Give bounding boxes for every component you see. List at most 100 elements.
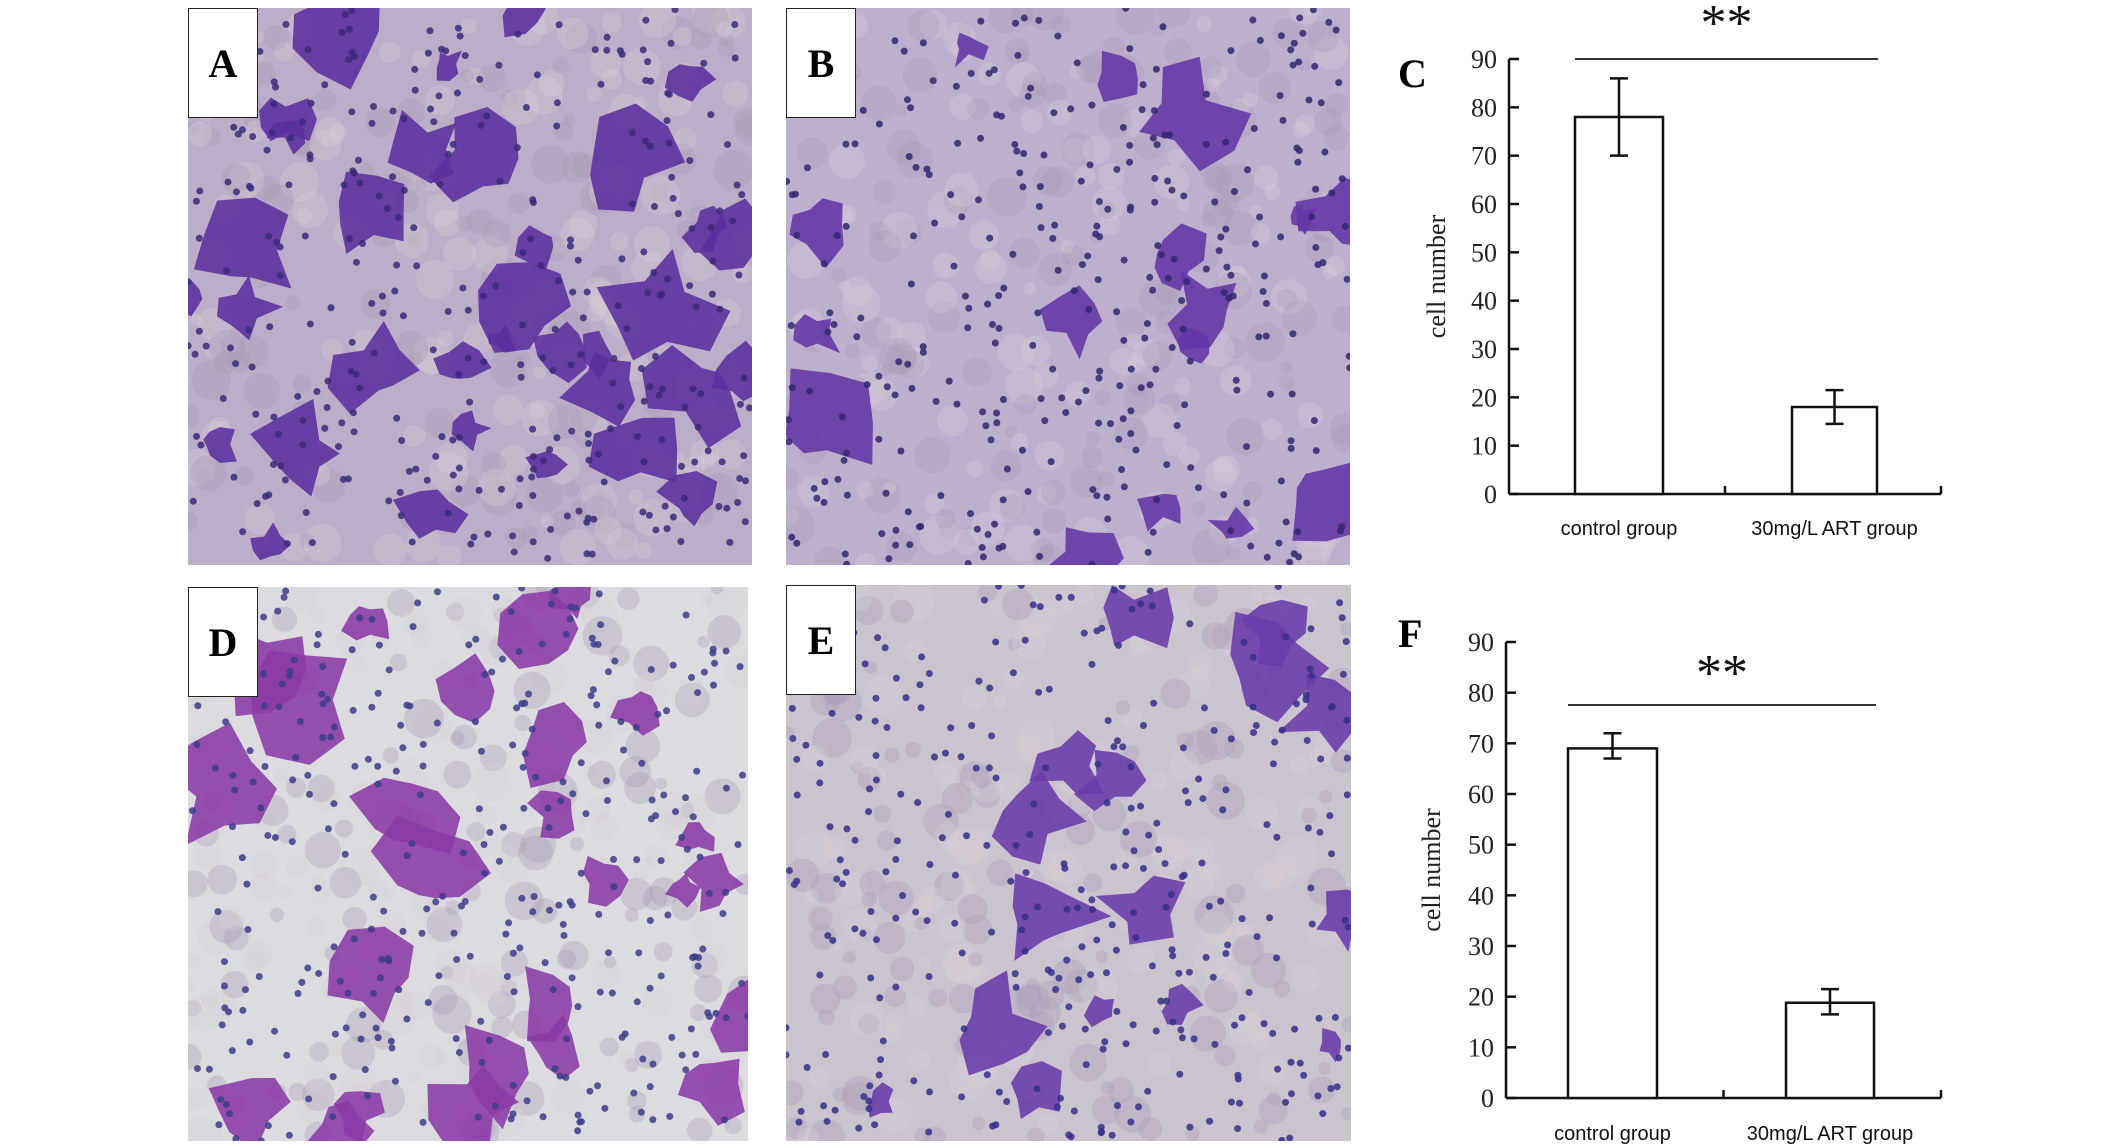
pore-dot (731, 20, 739, 28)
membrane-texture (885, 1012, 904, 1032)
pore-dot (618, 255, 626, 263)
pore-dot (226, 344, 234, 352)
pore-dot (518, 894, 526, 902)
stained-cell (1292, 462, 1350, 542)
membrane-texture (914, 896, 935, 917)
membrane-texture (786, 506, 799, 526)
membrane-texture (1295, 114, 1316, 135)
membrane-texture (1250, 588, 1263, 601)
pore-dot (314, 884, 322, 892)
pore-dot (1219, 806, 1227, 814)
pore-dot (232, 360, 240, 368)
pore-dot (588, 634, 596, 642)
pore-dot (664, 275, 672, 283)
pore-dot (1036, 552, 1044, 560)
membrane-texture (401, 608, 429, 635)
membrane-texture (654, 777, 668, 790)
pore-dot (202, 342, 210, 350)
pore-dot (1161, 860, 1169, 868)
pore-dot (560, 931, 568, 939)
pore-dot (1037, 395, 1045, 403)
pore-dot (1227, 1098, 1235, 1106)
pore-dot (734, 499, 742, 507)
pore-dot (792, 190, 800, 198)
membrane-texture (459, 68, 474, 83)
pore-dot (646, 383, 654, 391)
pore-dot (1245, 988, 1253, 996)
pore-dot (274, 607, 282, 615)
membrane-texture (227, 349, 252, 373)
membrane-texture (1235, 41, 1271, 78)
membrane-texture (466, 208, 493, 235)
pore-dot (260, 702, 268, 710)
pore-dot (1203, 90, 1211, 98)
membrane-texture (890, 599, 914, 624)
pore-dot (958, 1093, 966, 1101)
pore-dot (423, 476, 431, 484)
pore-dot (1143, 320, 1151, 328)
pore-dot (567, 236, 575, 244)
pore-dot (1050, 109, 1058, 117)
pore-dot (1335, 79, 1343, 87)
pore-dot (509, 532, 517, 540)
pore-dot (426, 27, 434, 35)
pore-dot (607, 425, 615, 433)
pore-dot (988, 732, 996, 740)
stained-cell (478, 262, 571, 353)
membrane-texture (1004, 524, 1042, 562)
pore-dot (646, 917, 654, 925)
membrane-texture (686, 1117, 713, 1141)
membrane-texture (262, 24, 288, 51)
membrane-texture (857, 766, 882, 791)
pore-dot (1110, 586, 1118, 594)
pore-dot (1233, 386, 1241, 394)
stained-cell (1241, 599, 1308, 667)
pore-dot (604, 668, 612, 676)
membrane-texture (1223, 971, 1244, 992)
pore-dot (375, 192, 383, 200)
pore-dot (1317, 755, 1325, 763)
pore-dot (649, 1060, 657, 1068)
pore-dot (249, 132, 257, 140)
pore-dot (574, 256, 582, 264)
pore-dot (1303, 736, 1311, 744)
pore-dot (1287, 1090, 1295, 1098)
pore-dot (589, 686, 597, 694)
pore-dot (591, 46, 599, 54)
pore-dot (650, 203, 658, 211)
pore-dot (349, 409, 357, 417)
membrane-texture (586, 86, 602, 102)
membrane-texture (818, 1009, 835, 1026)
membrane-texture (812, 718, 852, 758)
pore-dot (271, 1027, 279, 1035)
stained-cell (1230, 611, 1330, 723)
pore-dot (1278, 726, 1286, 734)
pore-dot (1035, 203, 1043, 211)
pore-dot (575, 507, 583, 515)
bar-1 (1784, 1001, 1876, 1100)
pore-dot (1345, 352, 1350, 360)
pore-dot (385, 497, 393, 505)
stained-cell (549, 587, 591, 620)
pore-dot (1115, 641, 1123, 649)
membrane-texture (329, 867, 361, 899)
membrane-texture (843, 951, 856, 964)
membrane-texture (975, 252, 1007, 285)
pore-dot (1305, 96, 1313, 104)
pore-dot (919, 348, 927, 356)
pore-dot (480, 358, 488, 366)
pore-dot (331, 1030, 339, 1038)
pore-dot (562, 630, 570, 638)
pore-dot (586, 1087, 594, 1095)
membrane-texture (850, 745, 879, 774)
membrane-texture (1264, 856, 1296, 888)
pore-dot (793, 791, 801, 799)
pore-dot (1185, 968, 1193, 976)
pore-dot (839, 880, 847, 888)
pore-dot (1217, 897, 1225, 905)
pore-dot (1274, 585, 1282, 591)
pore-dot (1153, 819, 1161, 827)
pore-dot (515, 502, 523, 510)
pore-dot (1085, 306, 1093, 314)
membrane-texture (1142, 341, 1172, 371)
